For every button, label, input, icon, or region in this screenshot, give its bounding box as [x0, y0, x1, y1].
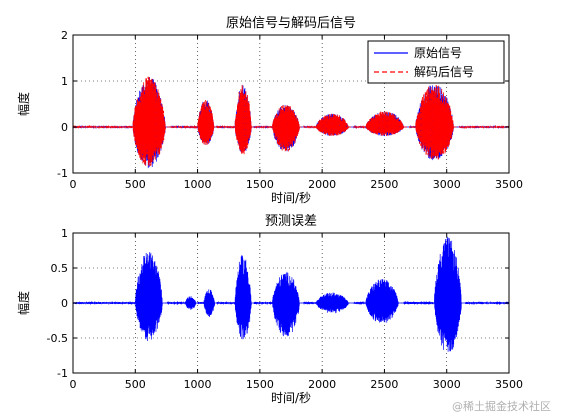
x-tick-label: 500 — [125, 378, 146, 391]
x-tick-label: 3000 — [433, 378, 461, 391]
x-tick-label: 0 — [70, 178, 77, 191]
legend: 原始信号 解码后信号 — [367, 40, 505, 84]
top-signal-lines — [72, 76, 510, 169]
x-tick-label: 0 — [70, 378, 77, 391]
y-tick-label: 1 — [61, 75, 68, 88]
legend-label-original: 原始信号 — [414, 46, 462, 60]
top-axes-box — [72, 34, 510, 174]
x-tick-label: 3500 — [495, 378, 523, 391]
bottom-y-ticks: -1 -0.5 0 0.5 1 — [47, 227, 509, 380]
y-tick-label: -1 — [57, 167, 68, 180]
y-tick-label: 1 — [61, 227, 68, 240]
x-tick-label: 1000 — [184, 378, 212, 391]
top-y-ticks: -1 0 1 2 — [57, 29, 509, 180]
bottom-x-ticks: 0 500 1000 1500 2000 2500 3000 3500 — [70, 233, 523, 391]
legend-label-decoded: 解码后信号 — [414, 65, 474, 79]
y-tick-label: 2 — [61, 29, 68, 42]
legend-box — [367, 40, 505, 84]
prediction-error-line — [72, 236, 510, 352]
bottom-chart-title: 预测误差 — [265, 214, 317, 229]
bottom-axes: 0 500 1000 1500 2000 2500 3000 3500 -1 -0.5 0 0.5 1… — [16, 214, 523, 405]
x-tick-label: 2500 — [370, 378, 398, 391]
y-tick-label: 0.5 — [51, 262, 69, 275]
x-tick-label: 1500 — [246, 378, 274, 391]
top-x-axis-label: 时间/秒 — [271, 191, 311, 205]
bottom-x-axis-label: 时间/秒 — [271, 391, 311, 405]
y-tick-label: 0 — [61, 297, 68, 310]
y-tick-label: 0 — [61, 121, 68, 134]
x-tick-label: 3500 — [495, 178, 523, 191]
decoded-signal-line — [72, 76, 510, 167]
top-y-axis-label: 幅度 — [16, 92, 31, 116]
y-tick-label: -1 — [57, 367, 68, 380]
top-x-ticks: 0 500 1000 1500 2000 2500 3000 3500 — [70, 35, 523, 191]
top-chart-title: 原始信号与解码后信号 — [226, 16, 356, 31]
x-tick-label: 2000 — [308, 378, 336, 391]
watermark: @稀土掘金技术社区 — [452, 400, 551, 413]
x-tick-label: 2500 — [370, 178, 398, 191]
x-tick-label: 3000 — [433, 178, 461, 191]
x-tick-label: 1500 — [246, 178, 274, 191]
x-tick-label: 1000 — [184, 178, 212, 191]
bottom-y-axis-label: 幅度 — [16, 291, 31, 315]
bottom-error-lines — [72, 236, 510, 352]
x-tick-label: 2000 — [308, 178, 336, 191]
x-tick-label: 500 — [125, 178, 146, 191]
y-tick-label: -0.5 — [47, 332, 68, 345]
